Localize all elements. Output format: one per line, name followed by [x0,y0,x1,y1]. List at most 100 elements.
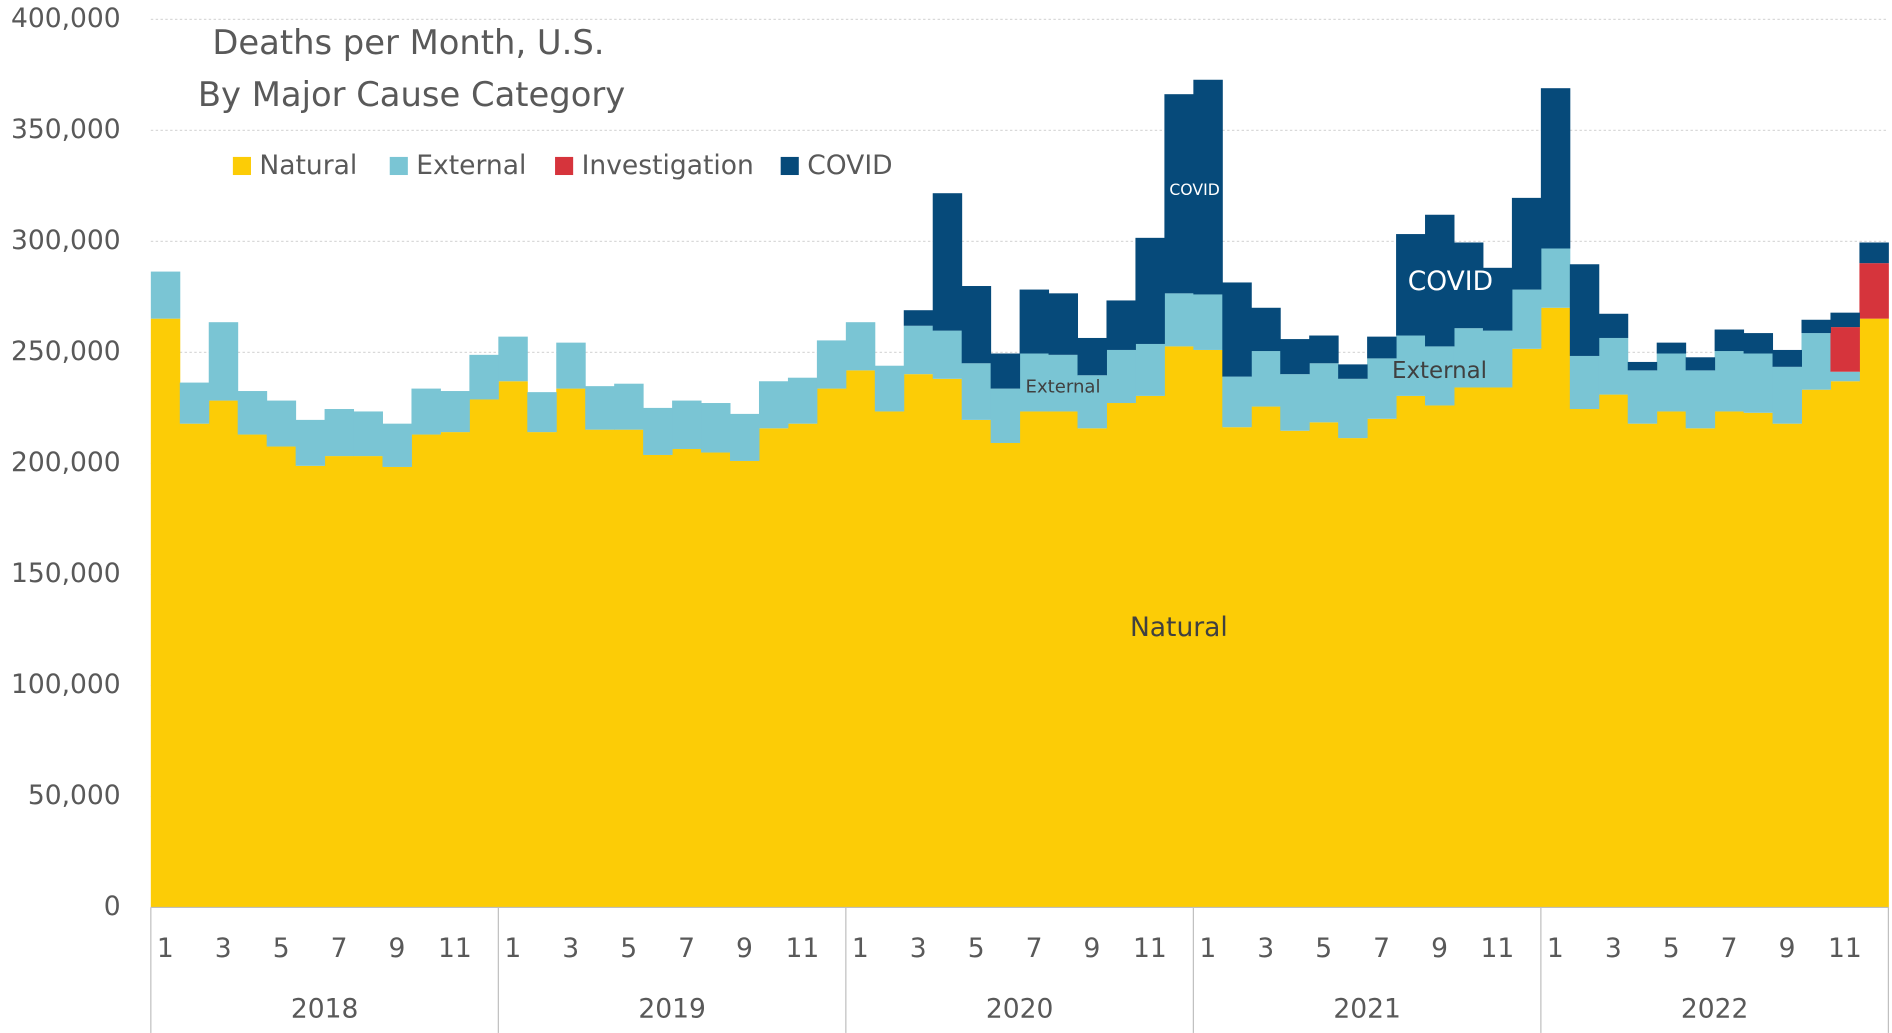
x-tick-label: 1 [1547,933,1564,964]
bar-segment [816,340,847,389]
bar-segment [1222,427,1252,908]
bar-segment [1714,411,1745,908]
bar-segment [1714,329,1745,352]
bar-segment [1425,405,1455,908]
bar-segment [758,381,789,429]
bar-segment [1135,343,1165,396]
bar-segment [990,442,1021,908]
bar-segment [179,423,210,908]
bar-segment [1367,418,1397,908]
bar-segment [353,456,383,908]
bar-segment [382,466,412,908]
bar-segment [1193,79,1223,295]
bar-segment [556,342,586,389]
bar-segment [1859,263,1889,319]
bar-segment [1193,349,1223,908]
bar-segment [1338,378,1368,439]
legend-swatch [780,156,799,176]
bar-segment [1309,422,1339,908]
bar-segment [411,434,441,908]
bar-segment [1019,289,1050,354]
bar-segment [787,377,818,424]
bar-segment [440,391,470,433]
x-tick-label: 3 [562,933,579,964]
annotation: External [1392,358,1487,384]
year-label: 2018 [291,994,359,1025]
x-tick-label: 9 [736,933,753,964]
bar-segment [266,400,297,447]
x-tick-label: 9 [1084,933,1101,964]
bar-segment [1453,387,1484,908]
bar-segment [990,388,1021,443]
bar-segment [237,434,268,908]
bar-segment [1540,248,1571,308]
x-tick-label: 3 [1257,933,1274,964]
bar-segment [1685,370,1716,429]
bar-segment [1801,333,1831,390]
x-tick-label: 11 [1133,933,1167,964]
bar-segment [1656,411,1687,908]
legend-label: Natural [259,150,357,181]
bar-segment [1830,312,1860,328]
bar-segment [672,400,702,449]
bar-segment [903,374,934,908]
bar-segment [498,381,528,908]
bar-segment [1338,438,1368,908]
bar-segment [1772,366,1802,424]
bar-segment [1540,88,1571,249]
bar-segment [1135,237,1165,344]
bar-segment [585,386,615,430]
year-label: 2019 [638,994,706,1025]
bar-segment [1859,242,1889,264]
legend-swatch [555,156,574,176]
bar-segment [1482,330,1513,388]
bar-segment [845,370,876,908]
bar-segment [1193,294,1223,350]
legend-swatch [232,156,251,176]
bar-segment [527,432,557,908]
annotation: Natural [1130,612,1228,643]
x-tick-label: 11 [1828,933,1862,964]
bar-segment [1106,300,1136,350]
bar-segment [1309,363,1339,423]
bar-segment [150,318,181,908]
x-tick-label: 1 [504,933,521,964]
bar-segment [1338,364,1368,379]
y-tick-label: 100,000 [11,669,121,700]
legend-label: Investigation [582,150,754,181]
y-tick-label: 150,000 [11,558,121,589]
annotation: COVID [1169,180,1219,199]
x-tick-label: 7 [331,933,348,964]
y-tick-label: 50,000 [28,780,121,811]
bar-segment [614,383,644,430]
bar-segment [1511,197,1542,290]
annotation: External [1026,376,1101,397]
x-tick-label: 3 [1605,933,1622,964]
bar-segment [1482,267,1513,331]
bar-segment [730,413,760,461]
year-label: 2021 [1333,994,1401,1025]
x-tick-label: 11 [438,933,472,964]
bar-segment [1309,335,1339,364]
bar-segment [1077,428,1107,908]
bar-segment [701,403,731,453]
bar-segment [295,419,326,466]
bar-segment [1077,375,1107,429]
bar-segment [643,407,673,455]
bar-segment [411,388,441,435]
bar-segment [1656,342,1687,354]
bar-segment [498,336,528,382]
year-label: 2022 [1681,994,1749,1025]
bar-segment [787,423,818,908]
bar-segment [1598,337,1629,395]
bar-segment [1222,282,1252,377]
bar-segment [208,400,239,908]
bar-segment [1627,370,1658,424]
bar-segment [643,454,673,908]
bar-segment [816,388,847,908]
chart-subtitle: By Major Cause Category [198,75,625,114]
y-tick-label: 0 [104,891,121,922]
bar-segment [1048,354,1079,412]
bar-segment [295,465,326,908]
